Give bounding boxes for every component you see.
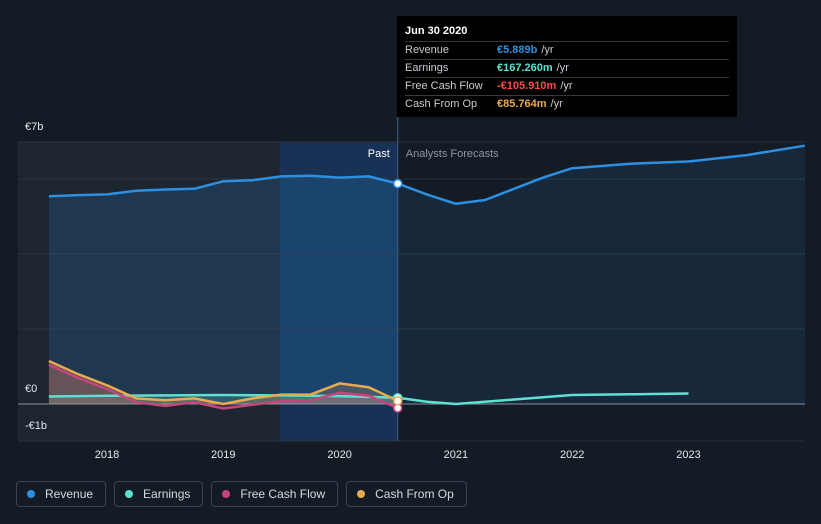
forecast-label: Analysts Forecasts (406, 148, 499, 160)
revenue-forecast-area (397, 145, 805, 404)
tooltip-row-unit: /yr (560, 80, 573, 92)
free-cash-flow-line (48, 363, 399, 410)
x-tick-label: 2020 (327, 449, 351, 461)
tooltip-row-unit: /yr (556, 62, 569, 74)
x-tick-label: 2021 (444, 449, 468, 461)
earnings-forecast-line (397, 392, 689, 406)
tooltip-row-value: €167.260m (497, 62, 553, 74)
tooltip-date: Jun 30 2020 (405, 25, 468, 37)
tooltip-row-label: Cash From Op (405, 98, 478, 110)
tooltip-row-label: Revenue (405, 44, 450, 56)
tooltip-row: Revenue €5.889b/yr (405, 41, 729, 59)
x-tick-label: 2022 (560, 449, 584, 461)
tooltip-row-value: €5.889b (497, 44, 538, 56)
revenue-marker (393, 178, 403, 189)
y-tick-label: -€1b (25, 420, 47, 432)
legend-item-free-cash-flow[interactable]: Free Cash Flow (211, 481, 339, 507)
y-tick-label: €7b (25, 121, 43, 133)
series-lines (48, 144, 805, 410)
tooltip: Jun 30 2020 Revenue €5.889b/yr Earnings €16… (397, 16, 737, 117)
past-label: Past (368, 148, 390, 160)
legend-dot-icon (125, 490, 134, 498)
tooltip-row-unit: /yr (541, 44, 554, 56)
earnings-line (48, 393, 398, 399)
tooltip-row-label: Earnings (405, 62, 449, 74)
cash-from-op-marker (393, 396, 403, 406)
legend-dot-icon (27, 490, 35, 498)
tooltip-row-label: Free Cash Flow (405, 80, 483, 92)
y-axis: €7b €0 -€1b (25, 121, 47, 432)
revenue-area (48, 175, 398, 404)
y-tick-label: €0 (25, 383, 37, 395)
tooltip-row: Free Cash Flow -€105.910m/yr (405, 77, 729, 95)
tooltip-row-unit: /yr (550, 98, 563, 110)
legend-dot-icon (357, 490, 366, 498)
cash-from-op-line (48, 359, 399, 406)
legend-label: Revenue (45, 487, 94, 501)
legend-item-earnings[interactable]: Earnings (114, 481, 204, 507)
financial-chart: €7b€0-€1b 2018 2019 2020 2021 2022 2023 Past … (18, 16, 805, 461)
x-axis: 2018 2019 2020 2021 2022 2023 (95, 449, 701, 461)
legend-item-revenue[interactable]: Revenue (16, 481, 107, 507)
legend-label: Earnings (143, 487, 191, 501)
revenue-line (48, 174, 399, 198)
tooltip-row-value: -€105.910m (497, 80, 557, 92)
legend-label: Cash From Op (375, 487, 454, 501)
tooltip-row: Cash From Op €85.764m/yr (405, 95, 729, 113)
cursor-markers (393, 178, 403, 413)
legend: Revenue Earnings Free Cash Flow Cash From O… (16, 481, 467, 507)
tooltip-row-value: €85.764m (497, 98, 547, 110)
x-tick-label: 2018 (95, 449, 119, 461)
legend-item-cash-from-op[interactable]: Cash From Op (346, 481, 467, 507)
x-tick-label: 2023 (676, 449, 700, 461)
series-areas (48, 145, 805, 409)
legend-dot-icon (222, 490, 231, 498)
legend-label: Free Cash Flow (240, 487, 326, 501)
x-tick-label: 2019 (211, 449, 235, 461)
revenue-forecast-line (397, 144, 805, 206)
tooltip-row: Earnings €167.260m/yr (405, 59, 729, 77)
cash-from-op-area (48, 361, 398, 404)
